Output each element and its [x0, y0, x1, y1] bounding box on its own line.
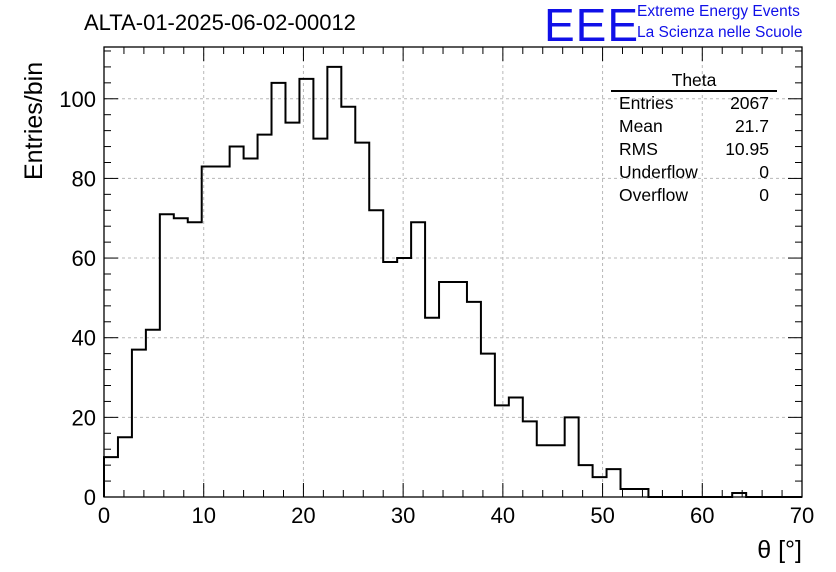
logo-line-2: La Scienza nelle Scuole: [637, 24, 803, 41]
x-tick-label: 30: [391, 503, 415, 528]
histogram-series: [103, 65, 802, 498]
logo-line-1: Extreme Energy Events: [637, 3, 800, 20]
y-tick-label: 0: [84, 485, 96, 510]
x-tick-label: 40: [491, 503, 515, 528]
stats-row-mean: Mean 21.7: [611, 115, 777, 138]
eee-logo: EEE: [544, 0, 640, 51]
stats-row-underflow: Underflow 0: [611, 161, 777, 184]
y-tick-label: 60: [72, 246, 96, 271]
y-tick-label: 100: [59, 87, 96, 112]
stats-title: Theta: [611, 70, 777, 92]
x-tick-label: 20: [291, 503, 315, 528]
y-tick-label: 40: [72, 326, 96, 351]
stats-value: 0: [759, 162, 769, 182]
x-tick-label: 70: [790, 503, 814, 528]
y-axis-label: Entries/bin: [20, 61, 48, 180]
stats-label: Entries: [619, 93, 674, 113]
stats-value: 21.7: [734, 116, 769, 136]
y-tick-label: 80: [72, 166, 96, 191]
stats-value: 0: [759, 185, 769, 205]
stats-value: 10.95: [725, 139, 769, 159]
stats-label: RMS: [619, 139, 658, 159]
y-tick-label: 20: [72, 405, 96, 430]
stats-label: Underflow: [619, 162, 698, 182]
x-tick-label: 10: [191, 503, 215, 528]
stats-box: Theta Entries 2067 Mean 21.7 RMS 10.95 U…: [611, 70, 777, 207]
plot-title: ALTA-01-2025-06-02-00012: [84, 10, 356, 35]
x-tick-label: 0: [98, 503, 110, 528]
stats-row-overflow: Overflow 0: [611, 184, 777, 207]
stats-label: Overflow: [619, 185, 689, 205]
x-axis-label: θ [°]: [757, 536, 802, 564]
stats-row-rms: RMS 10.95: [611, 138, 777, 161]
x-tick-label: 60: [690, 503, 714, 528]
stats-label: Mean: [619, 116, 663, 136]
x-tick-label: 50: [590, 503, 614, 528]
stats-value: 2067: [730, 93, 769, 113]
stats-row-entries: Entries 2067: [611, 92, 777, 115]
plot-frame: [103, 46, 803, 498]
